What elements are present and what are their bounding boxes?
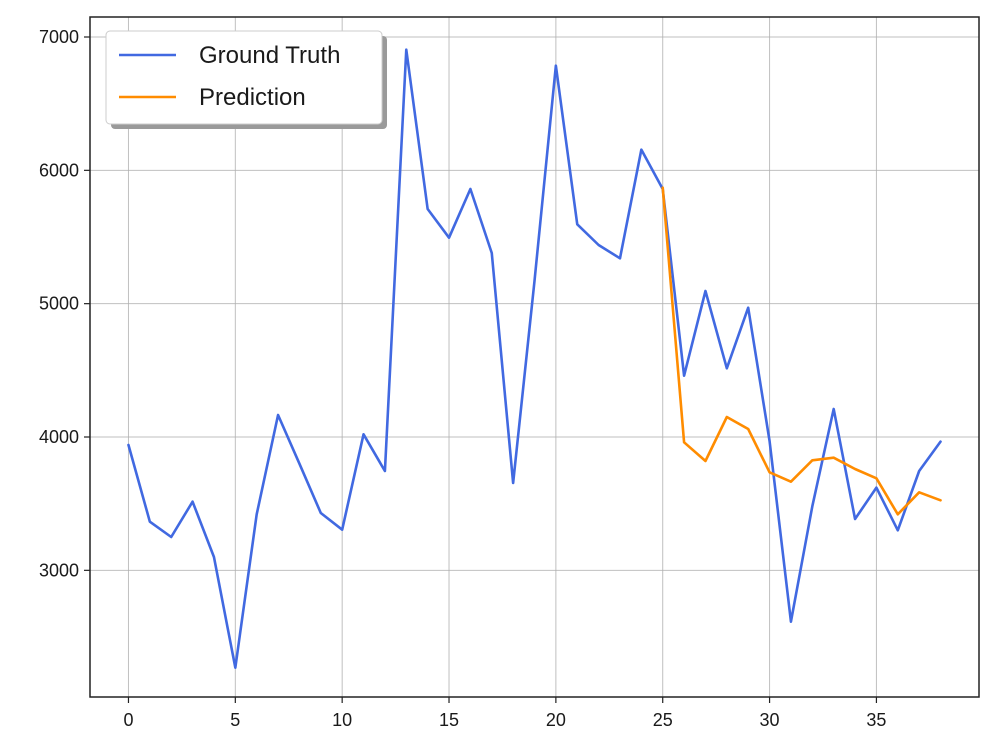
x-tick-label: 35 bbox=[866, 710, 886, 730]
legend-label: Prediction bbox=[199, 84, 306, 111]
x-tick-label: 20 bbox=[546, 710, 566, 730]
y-tick-label: 7000 bbox=[39, 27, 79, 47]
y-tick-label: 3000 bbox=[39, 560, 79, 580]
series-line-prediction bbox=[661, 186, 942, 516]
series-line-ground-truth bbox=[127, 48, 942, 669]
y-tick-label: 6000 bbox=[39, 160, 79, 180]
x-tick-label: 25 bbox=[653, 710, 673, 730]
x-tick-label: 10 bbox=[332, 710, 352, 730]
y-tick-label: 5000 bbox=[39, 294, 79, 314]
x-tick-label: 5 bbox=[230, 710, 240, 730]
series-lines bbox=[127, 48, 942, 669]
legend-label: Ground Truth bbox=[199, 42, 340, 69]
x-tick-label: 15 bbox=[439, 710, 459, 730]
x-tick-label: 30 bbox=[760, 710, 780, 730]
legend: Ground Truth Prediction bbox=[105, 30, 387, 129]
grid bbox=[90, 17, 979, 697]
axes-frame bbox=[89, 16, 980, 698]
x-tick-label: 0 bbox=[123, 710, 133, 730]
y-tick-label: 4000 bbox=[39, 427, 79, 447]
axis-ticks: 0 5 10 15 20 25 30 35 3000 4000 5000 6000 7000 bbox=[39, 27, 886, 730]
